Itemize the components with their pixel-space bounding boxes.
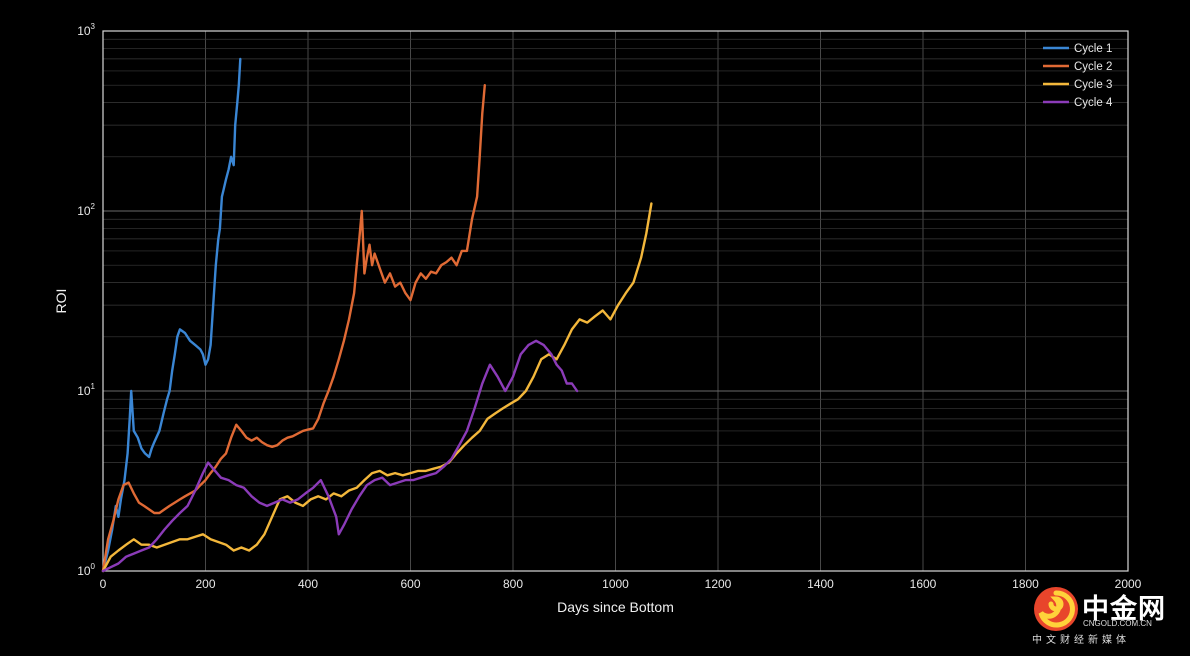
- x-tick-label: 1000: [602, 577, 629, 591]
- x-axis-label: Days since Bottom: [557, 599, 674, 615]
- y-tick-label: 103: [77, 22, 95, 38]
- x-tick-label: 200: [195, 577, 215, 591]
- series-layer: [101, 57, 653, 573]
- x-tick-label: 1800: [1012, 577, 1039, 591]
- legend-item-label: Cycle 1: [1074, 43, 1112, 55]
- series-line-cycle-3: [101, 202, 653, 573]
- watermark-subtitle: 中文财经新媒体: [1032, 635, 1130, 646]
- grid: [103, 31, 1128, 571]
- x-tick-label: 2000: [1115, 577, 1142, 591]
- x-tick-labels: 0 200 400 600 800 1000 1200 1400 1600 1800 2000: [100, 577, 1142, 591]
- series-line-cycle-4: [101, 339, 579, 573]
- series-line-cycle-2: [101, 83, 486, 573]
- watermark-name: 中金网: [1082, 594, 1166, 625]
- legend-item-label: Cycle 4: [1074, 97, 1113, 109]
- y-tick-label: 101: [77, 382, 95, 398]
- x-tick-label: 0: [100, 577, 107, 591]
- legend-item-label: Cycle 3: [1074, 79, 1112, 91]
- x-tick-label: 1400: [807, 577, 834, 591]
- x-tick-label: 600: [400, 577, 420, 591]
- x-tick-label: 400: [298, 577, 318, 591]
- x-tick-label: 800: [503, 577, 523, 591]
- watermark-logo-icon: [1034, 587, 1078, 631]
- x-tick-label: 1600: [910, 577, 937, 591]
- watermark-url: CNGOLD.COM.CN: [1083, 619, 1152, 628]
- series-line-cycle-1: [101, 57, 242, 573]
- legend: Cycle 1 Cycle 2 Cycle 3 Cycle 4: [1043, 43, 1113, 109]
- legend-item-label: Cycle 2: [1074, 61, 1112, 73]
- plot-frame: [102, 30, 1129, 572]
- watermark: 中金网 CNGOLD.COM.CN 中文财经新媒体: [1032, 585, 1182, 646]
- x-tick-label: 1200: [705, 577, 732, 591]
- y-axis-label: ROI: [53, 289, 69, 314]
- y-tick-labels: 100 101 102 103: [77, 22, 95, 578]
- y-tick-label: 102: [77, 202, 95, 218]
- y-tick-label: 100: [77, 562, 95, 578]
